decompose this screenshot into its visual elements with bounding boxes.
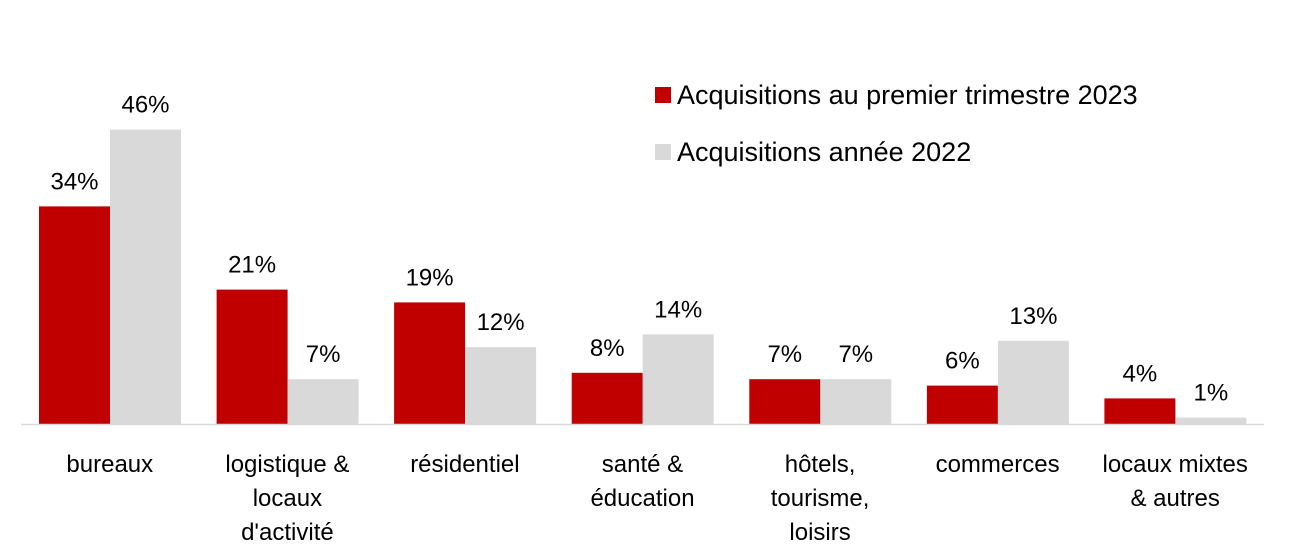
value-labels-layer: 34% 46% 21% 7% 19% 12% 8% 14% 7% 7% 6% 13% 4% 1% [50, 92, 1228, 407]
data-label-series-2-cat-3: 12% [477, 309, 525, 336]
legend-swatch-series-1 [655, 87, 671, 103]
data-label-series-1-cat-4: 8% [590, 335, 625, 362]
bar-series-2-cat-1 [110, 129, 181, 424]
bar-series-1-cat-2 [216, 289, 288, 424]
x-tick-label-1: bureaux [66, 451, 153, 478]
x-tick-label-4-line-2: éducation [590, 485, 694, 512]
bar-series-1-cat-7 [1104, 398, 1176, 424]
x-tick-label-7-line-1: locaux mixtes [1103, 451, 1248, 478]
x-tick-label-6-line-1: commerces [936, 451, 1060, 478]
bar-series-1-cat-1 [39, 206, 110, 424]
bar-series-2-cat-2 [287, 379, 359, 424]
data-label-series-1-cat-6: 6% [945, 348, 980, 375]
x-tick-label-4-line-1: santé & [602, 451, 683, 478]
legend-label-series-2: Acquisitions année 2022 [677, 137, 971, 167]
x-tick-label-1-line-1: bureaux [66, 451, 153, 478]
data-label-series-2-cat-6: 13% [1009, 303, 1057, 330]
x-tick-label-3-line-1: résidentiel [410, 451, 519, 478]
bar-series-1-cat-3 [394, 302, 466, 424]
data-label-series-1-cat-3: 19% [406, 264, 454, 291]
bar-series-1-cat-5 [749, 379, 821, 424]
x-tick-label-3: résidentiel [410, 451, 519, 478]
x-tick-label-6: commerces [936, 451, 1060, 478]
x-tick-label-5-line-1: hôtels, [785, 451, 856, 478]
x-tick-label-2: logistique & locaux d'activité [225, 451, 349, 546]
data-label-series-2-cat-1: 46% [121, 92, 169, 119]
data-label-series-2-cat-5: 7% [838, 341, 873, 368]
x-tick-label-5-line-2: tourisme, [771, 485, 870, 512]
bar-series-2-cat-5 [820, 379, 892, 424]
data-label-series-2-cat-4: 14% [654, 296, 702, 323]
bar-series-2-cat-4 [642, 334, 714, 424]
bars-layer [39, 129, 1247, 424]
data-label-series-2-cat-7: 1% [1194, 380, 1229, 407]
legend-item-series-2: Acquisitions année 2022 [655, 137, 971, 167]
category-labels-layer: bureaux logistique & locaux d'activité résid… [66, 451, 1247, 546]
bar-series-2-cat-7 [1175, 417, 1247, 424]
data-label-series-1-cat-1: 34% [50, 168, 98, 195]
legend-item-series-1: Acquisitions au premier trimestre 2023 [655, 80, 1138, 110]
bar-series-2-cat-3 [465, 347, 537, 424]
data-label-series-1-cat-5: 7% [767, 341, 802, 368]
x-tick-label-5: hôtels, tourisme, loisirs [771, 451, 870, 546]
legend-label-series-1: Acquisitions au premier trimestre 2023 [677, 80, 1138, 110]
x-tick-label-7: locaux mixtes & autres [1103, 451, 1248, 512]
bar-series-1-cat-4 [571, 372, 643, 424]
bar-series-1-cat-6 [926, 385, 998, 424]
legend: Acquisitions au premier trimestre 2023 A… [655, 80, 1138, 167]
x-tick-label-5-line-3: loisirs [789, 519, 850, 546]
legend-swatch-series-2 [655, 144, 671, 160]
x-tick-label-2-line-3: d'activité [241, 519, 334, 546]
x-tick-label-2-line-1: logistique & [225, 451, 349, 478]
data-label-series-2-cat-2: 7% [306, 341, 341, 368]
bar-series-2-cat-6 [997, 340, 1069, 424]
data-label-series-1-cat-2: 21% [228, 252, 276, 279]
x-tick-label-2-line-2: locaux [253, 485, 322, 512]
x-tick-label-7-line-2: & autres [1131, 485, 1220, 512]
x-tick-label-4: santé & éducation [590, 451, 694, 512]
data-label-series-1-cat-7: 4% [1123, 360, 1158, 387]
